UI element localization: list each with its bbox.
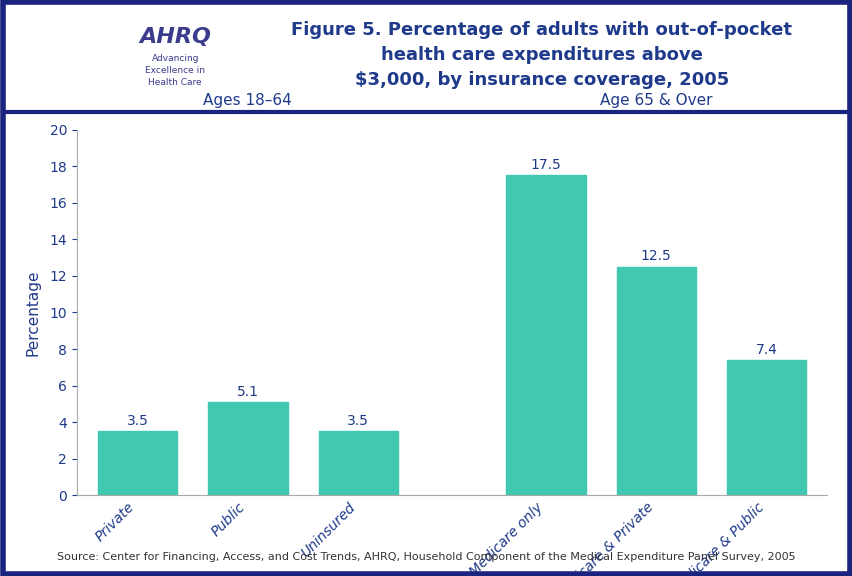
Bar bbox=[208, 402, 287, 495]
Text: Ages 18–64: Ages 18–64 bbox=[204, 93, 292, 108]
Text: 17.5: 17.5 bbox=[530, 158, 561, 172]
Text: 5.1: 5.1 bbox=[237, 385, 258, 399]
Text: AHRQ: AHRQ bbox=[139, 27, 211, 47]
Text: 12.5: 12.5 bbox=[640, 249, 671, 263]
Text: 3.5: 3.5 bbox=[347, 414, 369, 428]
Y-axis label: Percentage: Percentage bbox=[26, 269, 41, 356]
Bar bbox=[318, 431, 398, 495]
Bar bbox=[616, 267, 695, 495]
Bar bbox=[505, 175, 585, 495]
Text: Source: Center for Financing, Access, and Cost Trends, AHRQ, Household Component: Source: Center for Financing, Access, an… bbox=[57, 552, 795, 562]
Text: 3.5: 3.5 bbox=[126, 414, 148, 428]
Text: Advancing
Excellence in
Health Care: Advancing Excellence in Health Care bbox=[145, 54, 205, 86]
Bar bbox=[726, 360, 805, 495]
Text: 🦅: 🦅 bbox=[49, 38, 72, 76]
Text: Figure 5. Percentage of adults with out-of-pocket
health care expenditures above: Figure 5. Percentage of adults with out-… bbox=[291, 21, 792, 89]
Text: Age 65 & Over: Age 65 & Over bbox=[599, 93, 711, 108]
Text: 7.4: 7.4 bbox=[755, 343, 777, 357]
Bar bbox=[98, 431, 177, 495]
